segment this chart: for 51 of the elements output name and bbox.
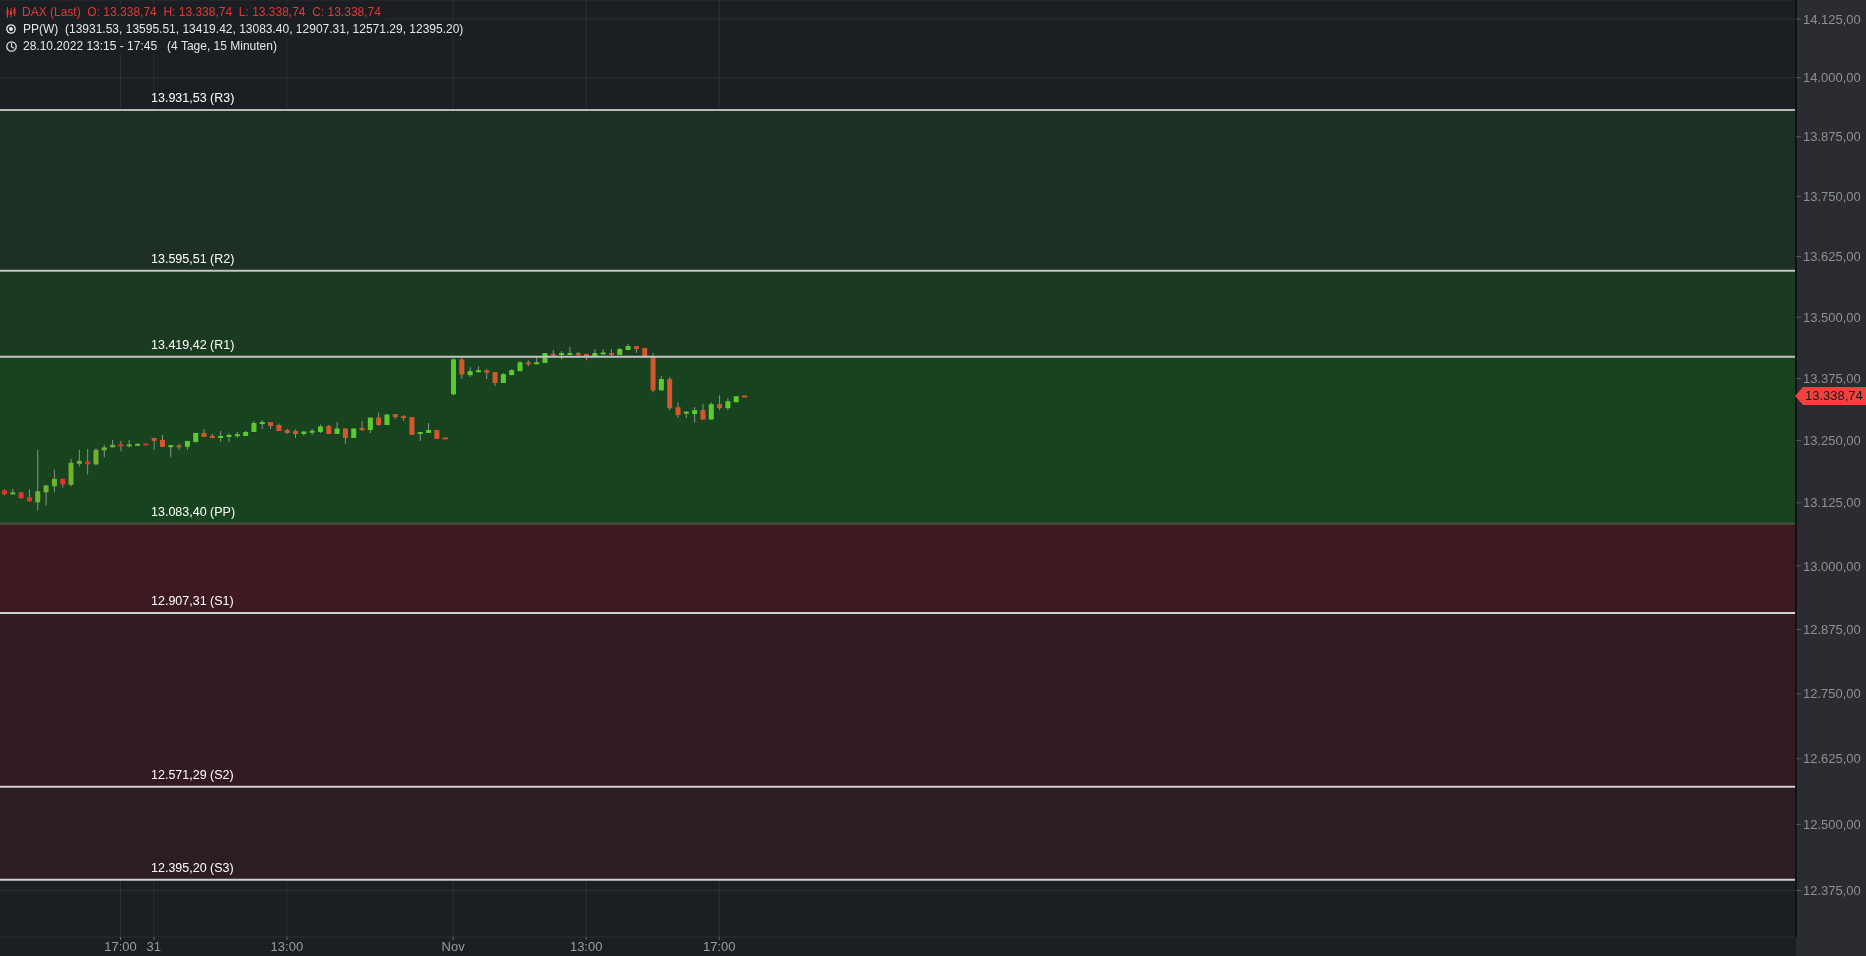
ref-line-label: 13.083,40 (PP) (151, 504, 236, 519)
y-tick-label: 14.125,00 (1803, 11, 1861, 27)
candlestick (35, 449, 41, 511)
y-tick-label: 12.375,00 (1803, 883, 1861, 899)
y-tick-label: 12.875,00 (1803, 622, 1861, 638)
candlestick (334, 421, 340, 435)
y-tick-label: 13.375,00 (1803, 371, 1861, 387)
y-tick-label: 12.500,00 (1803, 816, 1861, 832)
candlestick (309, 428, 315, 436)
ref-line-label: 13.419,42 (R1) (151, 337, 235, 352)
x-tick-label: 13:00 (270, 939, 304, 955)
y-tick-label: 13.125,00 (1803, 495, 1861, 511)
candlestick (201, 428, 207, 438)
candlestick (459, 356, 465, 380)
ref-line-label: 13.931,53 (R3) (151, 90, 235, 105)
y-tick-label: 12.750,00 (1803, 686, 1861, 702)
candlestick (143, 443, 149, 446)
y-tick-label: 13.625,00 (1803, 249, 1861, 265)
x-tick-label: 17:00 (104, 939, 137, 955)
y-tick-label: 13.875,00 (1803, 129, 1861, 145)
candlestick (467, 366, 473, 378)
candlestick (442, 437, 448, 440)
candlestick (68, 458, 74, 487)
candlestick (85, 448, 91, 475)
candlestick (359, 420, 365, 432)
x-tick-label: Nov (441, 939, 466, 955)
candlestick (176, 443, 182, 451)
ref-line-label: 12.395,20 (S3) (151, 860, 234, 875)
y-tick-label: 14.000,00 (1803, 70, 1861, 86)
text: PP(W) (13931.53, 13595.51, 13419.42, 13083.40, 12907.31, 12571.29, 12395.20) (23, 22, 464, 36)
ref-line-label: 13.595,51 (R2) (151, 251, 235, 266)
y-tick-label: 13.250,00 (1803, 433, 1861, 449)
candlestick (675, 401, 681, 419)
x-tick-label: 17:00 (702, 939, 736, 955)
x-tick-label: 13:00 (569, 939, 603, 955)
y-tick-label: 13.000,00 (1803, 558, 1861, 574)
x-tick-label: 31 (146, 939, 162, 955)
chart-title: DAX (Last) O: 13.338,74 H: 13.338,74 L: 13.338,74 C: 13.338,74 (22, 5, 381, 19)
y-tick-label: 13.500,00 (1803, 309, 1861, 325)
candlestick (742, 395, 748, 398)
candlestick (567, 346, 573, 356)
candlestick (43, 484, 49, 506)
ref-line-label: 12.571,29 (S2) (151, 767, 234, 782)
text: 13.338,74 (1805, 388, 1863, 404)
y-tick-label: 13.750,00 (1803, 188, 1861, 204)
y-tick-label: 12.625,00 (1803, 751, 1861, 767)
candlestick (51, 469, 57, 493)
candlestick (226, 432, 232, 443)
annotation: 28.10.2022 13:15 - 17:45 (4 Tage, 15 Minuten) (23, 39, 277, 53)
ref-line-label: 12.907,31 (S1) (151, 594, 234, 609)
candlestick (118, 440, 124, 452)
